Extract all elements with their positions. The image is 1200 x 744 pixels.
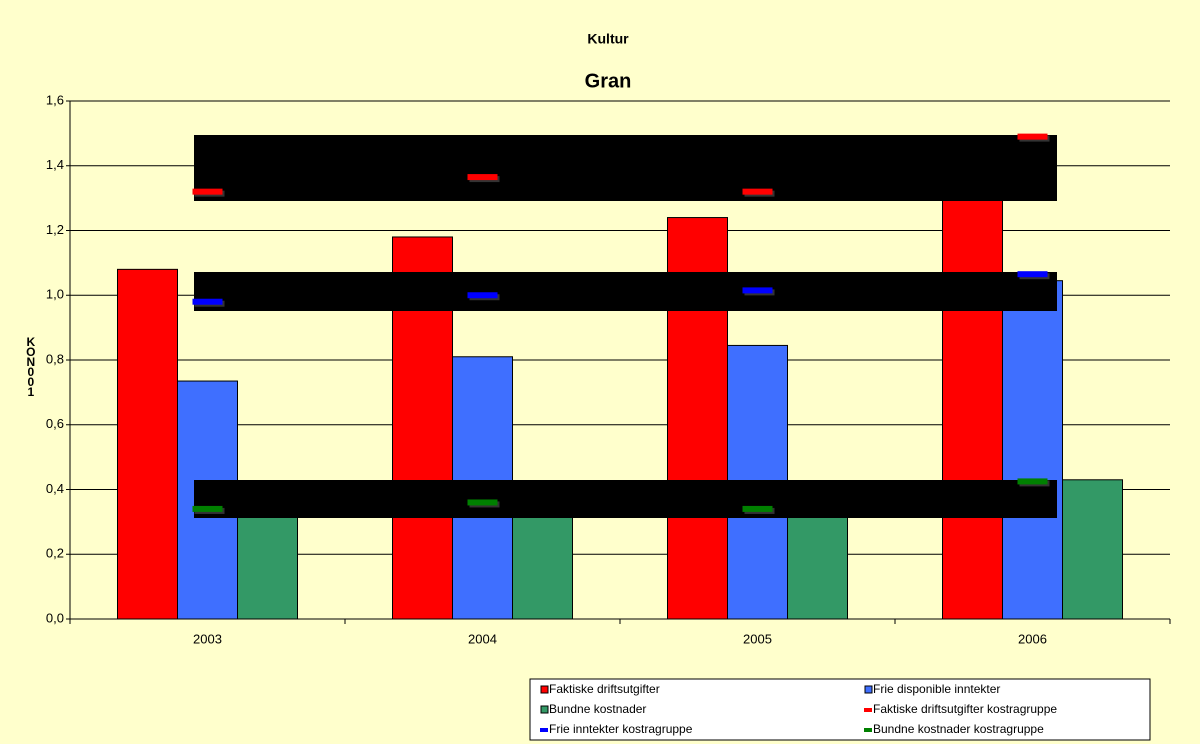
legend-swatch [540, 685, 549, 694]
x-tick-label: 2005 [743, 631, 772, 646]
y-tick-label: 0,2 [46, 546, 64, 561]
y-axis-label: KON001 [24, 335, 38, 396]
marker [467, 292, 498, 299]
y-tick-label: 1,2 [46, 222, 64, 237]
marker [467, 174, 498, 181]
marker [1017, 478, 1048, 485]
legend-swatch [864, 728, 872, 732]
x-tick-label: 2004 [468, 631, 497, 646]
bar [1062, 479, 1123, 620]
marker [742, 188, 773, 195]
x-tick-label: 2003 [193, 631, 222, 646]
legend-label: Bundne kostnader kostragruppe [873, 722, 1044, 736]
legend [529, 678, 1151, 741]
marker [742, 505, 773, 512]
redaction-box [194, 135, 1057, 201]
legend-swatch [540, 728, 548, 732]
marker [192, 505, 223, 512]
legend-swatch [540, 705, 549, 714]
marker [192, 188, 223, 195]
bar [1002, 280, 1063, 620]
y-tick-label: 0,6 [46, 416, 64, 431]
legend-swatch [864, 708, 872, 712]
y-tick-label: 0,8 [46, 351, 64, 366]
y-tick-label: 1,4 [46, 157, 64, 172]
y-tick-label: 1,0 [46, 287, 64, 302]
bar [237, 508, 298, 620]
marker [467, 499, 498, 506]
marker [742, 287, 773, 294]
legend-swatch [864, 685, 873, 694]
y-tick-label: 0,4 [46, 481, 64, 496]
chart-subtitle: Gran [585, 70, 632, 92]
bar [942, 181, 1003, 620]
bar [787, 508, 848, 620]
legend-entries: Faktiske driftsutgifter Frie disponible i… [540, 682, 1057, 736]
y-tick-label: 1,6 [46, 92, 64, 107]
redactions [192, 133, 1057, 518]
x-tick-label: 2006 [1018, 631, 1047, 646]
y-tick-label: 0,0 [46, 610, 64, 625]
redaction-box [194, 480, 1057, 518]
legend-label: Bundne kostnader [549, 702, 646, 716]
legend-label: Frie disponible inntekter [873, 682, 1000, 696]
legend-label: Faktiske driftsutgifter kostragruppe [873, 702, 1057, 716]
marker [192, 298, 223, 305]
marker [1017, 133, 1048, 140]
legend-label: Faktiske driftsutgifter [549, 682, 660, 696]
bar [512, 501, 573, 620]
chart-title: Kultur [587, 31, 629, 47]
marker [1017, 271, 1048, 278]
legend-label: Frie inntekter kostragruppe [549, 722, 693, 736]
bar [117, 268, 178, 620]
redaction-box [194, 272, 1057, 311]
